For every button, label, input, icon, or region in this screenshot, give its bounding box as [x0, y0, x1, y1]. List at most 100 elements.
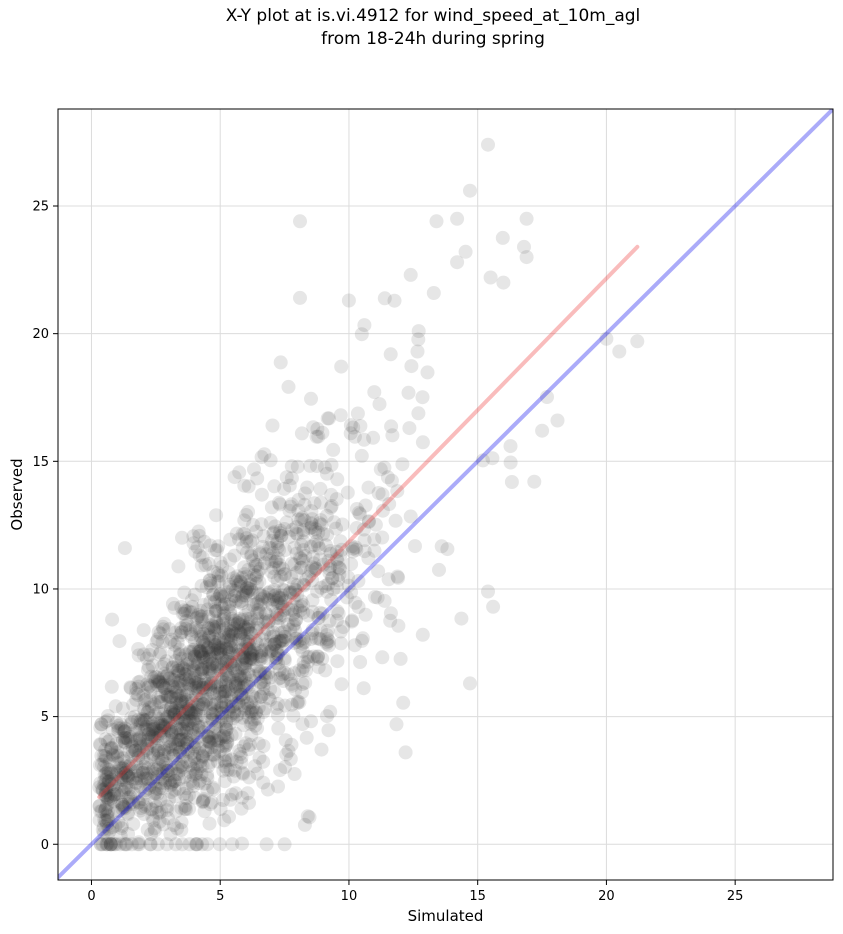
data-point	[202, 650, 217, 665]
data-point	[270, 607, 285, 622]
data-point	[205, 686, 220, 701]
data-point	[180, 657, 195, 672]
data-point	[358, 607, 373, 622]
data-point	[367, 532, 382, 547]
data-point	[97, 812, 112, 827]
data-point	[148, 786, 163, 801]
data-point	[153, 716, 168, 731]
data-point	[264, 554, 279, 569]
data-point	[264, 630, 278, 644]
data-point	[131, 794, 146, 809]
data-point	[164, 632, 179, 647]
data-point	[92, 813, 107, 828]
data-point	[194, 612, 209, 627]
data-point	[158, 756, 173, 771]
data-point	[177, 786, 192, 801]
data-point	[215, 672, 230, 687]
data-point	[196, 661, 211, 676]
data-point	[189, 674, 204, 689]
data-point	[296, 543, 311, 558]
data-point	[218, 665, 233, 680]
data-point	[280, 617, 295, 632]
data-point	[118, 801, 133, 816]
data-point	[219, 641, 234, 656]
data-point	[161, 768, 176, 783]
data-point	[311, 650, 326, 664]
data-point	[240, 622, 255, 637]
data-point	[123, 717, 138, 732]
data-point	[133, 717, 148, 732]
data-point	[98, 787, 113, 802]
data-point	[202, 730, 216, 744]
data-point	[348, 595, 363, 610]
data-point	[527, 474, 542, 489]
data-point	[185, 696, 200, 711]
data-point	[93, 737, 108, 752]
data-point	[233, 683, 248, 698]
data-point	[324, 499, 339, 513]
data-point	[246, 597, 261, 612]
data-point	[152, 695, 167, 710]
data-point	[184, 627, 199, 642]
data-point	[140, 680, 155, 695]
data-point	[367, 590, 382, 604]
data-point	[150, 805, 165, 820]
data-point	[118, 730, 133, 745]
data-point	[290, 578, 305, 593]
data-point	[290, 696, 305, 711]
data-point	[214, 700, 229, 715]
data-point	[107, 777, 122, 792]
data-point	[236, 588, 251, 603]
data-point	[234, 755, 249, 770]
data-point	[211, 568, 226, 583]
data-point	[227, 616, 242, 631]
data-point	[131, 648, 146, 663]
data-point	[241, 622, 256, 637]
data-point	[298, 675, 313, 690]
data-point	[237, 661, 252, 676]
data-point	[211, 714, 226, 729]
data-point	[261, 586, 276, 600]
data-point	[143, 693, 158, 708]
data-point	[248, 571, 263, 586]
data-point	[202, 734, 217, 749]
data-point	[269, 594, 284, 608]
data-point	[243, 651, 258, 666]
data-point	[403, 267, 418, 282]
data-point	[309, 429, 324, 444]
data-point	[258, 637, 273, 652]
data-point	[228, 573, 243, 588]
data-point	[292, 633, 307, 648]
data-point	[217, 728, 232, 743]
data-point	[263, 670, 278, 685]
data-point	[217, 813, 232, 828]
data-point	[238, 650, 253, 665]
data-point	[274, 528, 289, 543]
data-point	[240, 635, 255, 650]
data-point	[344, 539, 359, 554]
data-point	[187, 649, 202, 664]
data-point	[349, 502, 364, 516]
data-point	[288, 605, 302, 620]
data-point	[305, 560, 320, 575]
data-point	[377, 460, 392, 475]
data-point	[193, 646, 208, 661]
data-point	[254, 650, 269, 665]
data-point	[257, 589, 272, 604]
data-point	[160, 668, 175, 682]
data-point	[225, 658, 240, 673]
data-point	[196, 725, 211, 740]
data-point	[129, 757, 144, 772]
data-point	[151, 751, 166, 766]
data-point	[195, 837, 210, 852]
data-point	[109, 787, 124, 801]
data-point	[265, 546, 280, 561]
data-point	[105, 747, 120, 762]
data-point	[216, 635, 231, 650]
data-point	[218, 754, 233, 769]
data-point	[243, 577, 258, 592]
data-point	[155, 753, 170, 768]
data-point	[231, 577, 246, 592]
data-point	[303, 563, 318, 578]
data-point	[163, 701, 178, 716]
